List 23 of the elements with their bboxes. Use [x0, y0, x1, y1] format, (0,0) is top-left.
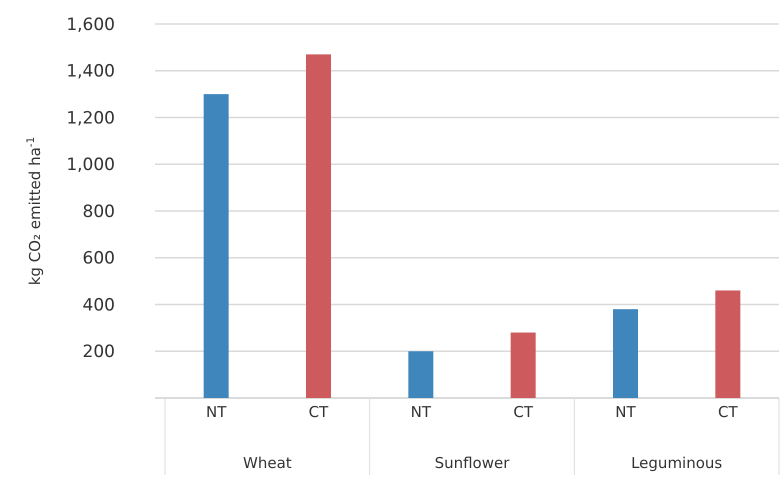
bar [613, 309, 638, 398]
text: CT [718, 403, 738, 421]
text: NT [615, 403, 636, 421]
series-label: NT [206, 403, 228, 421]
text: CT [513, 403, 533, 421]
y-tick-label: 200 [82, 342, 115, 362]
x-tick-label: Sunflower [434, 454, 510, 472]
x-tick-label: Wheat [243, 454, 292, 472]
series-label: CT [308, 403, 330, 421]
y-tick-label: 1,600 [66, 14, 115, 35]
y-tick-label: 400 [82, 295, 115, 316]
bar [510, 332, 536, 398]
bar [306, 54, 331, 398]
y-tick-label: 1,400 [66, 62, 115, 82]
y-tick-label: 800 [82, 202, 115, 222]
bar [204, 94, 229, 398]
y-tick-label: 1,200 [66, 108, 115, 128]
x-tick-label: Leguminous [631, 454, 722, 472]
y-tick-label: 1,000 [66, 155, 115, 176]
y-tick-label: 600 [82, 248, 115, 269]
text: NT [410, 403, 432, 421]
bar [715, 290, 740, 398]
bar [408, 351, 434, 398]
